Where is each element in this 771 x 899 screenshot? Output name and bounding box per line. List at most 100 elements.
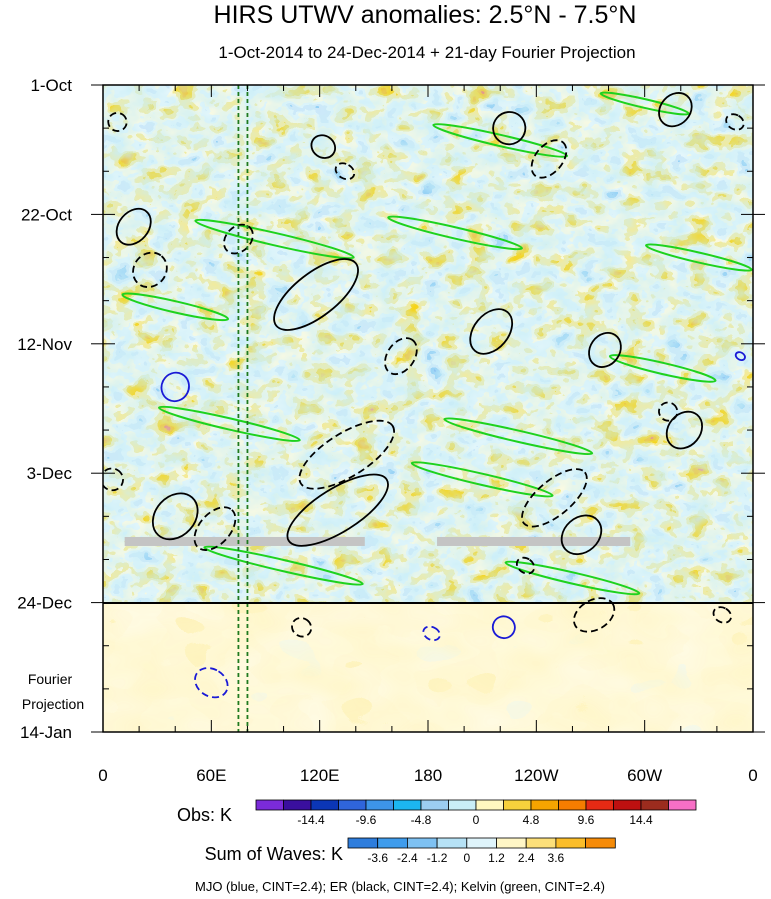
er-contour xyxy=(115,207,152,246)
er-contour xyxy=(103,467,124,492)
er-contour xyxy=(515,556,536,575)
kelvin-contour xyxy=(432,123,569,158)
colorbar-box xyxy=(503,799,532,811)
er-contour xyxy=(334,162,356,181)
er-contour xyxy=(273,258,359,331)
colorbar-box xyxy=(530,799,559,811)
colorbar-label: -14.4 xyxy=(297,813,325,827)
colorbar-box xyxy=(640,799,669,811)
x-tick-label: 0 xyxy=(748,766,757,785)
chart-subtitle: 1-Oct-2014 to 24-Dec-2014 + 21-day Fouri… xyxy=(218,43,635,62)
colorbar-box xyxy=(585,837,616,849)
er-contour xyxy=(286,473,389,547)
missing-data-band xyxy=(437,536,631,546)
mjo-contour xyxy=(160,371,190,403)
mjo-contour xyxy=(422,625,441,642)
colorbar-box xyxy=(393,799,422,811)
contour-caption: MJO (blue, CINT=2.4); ER (black, CINT=2.… xyxy=(195,879,605,894)
colorbar-label: 4.8 xyxy=(523,813,540,827)
kelvin-contour xyxy=(504,560,641,596)
kelvin-contour xyxy=(203,545,364,586)
er-contour xyxy=(658,92,693,128)
kelvin-contour xyxy=(387,215,523,251)
colorbar-box xyxy=(585,799,614,811)
colorbar-box xyxy=(436,837,468,849)
kelvin-contour xyxy=(443,417,594,456)
colorbar-label: 3.6 xyxy=(548,851,565,865)
er-contour xyxy=(298,419,395,490)
waves-colorbar: -3.6 -2.4 -1.2 0 1.2 2.4 3.6 xyxy=(347,837,616,865)
mjo-contour xyxy=(491,615,516,640)
colorbar-box xyxy=(255,799,284,811)
chart-title: HIRS UTWV anomalies: 2.5°N - 7.5°N xyxy=(214,1,637,29)
y-tick-label: 12-Nov xyxy=(17,335,72,354)
colorbar-label: -4.8 xyxy=(411,813,432,827)
y-tick-label: 1-Oct xyxy=(30,76,72,95)
obs-colorbar-label: Obs: K xyxy=(177,805,232,825)
x-axis-labels: 0 60E 120E 180 120W 60W 0 xyxy=(98,766,757,785)
er-contour xyxy=(291,617,313,638)
colorbar-box xyxy=(448,799,477,811)
colorbar-label: -3.6 xyxy=(367,851,388,865)
er-contour xyxy=(107,111,128,132)
er-contour xyxy=(469,308,514,355)
x-tick-label: 120W xyxy=(514,766,558,785)
projection-label-line1: Fourier xyxy=(28,671,73,687)
colorbar-box xyxy=(406,837,438,849)
colorbar-box xyxy=(668,799,697,811)
missing-data-bands xyxy=(124,536,631,546)
kelvin-contour xyxy=(608,354,717,383)
colorbar-label: 9.6 xyxy=(578,813,595,827)
er-contour xyxy=(573,597,616,633)
x-tick-label: 0 xyxy=(98,766,107,785)
kelvin-contour xyxy=(645,243,753,272)
colorbar-label: -9.6 xyxy=(356,813,377,827)
y-tick-label: 22-Oct xyxy=(21,205,72,224)
colorbar-label: 0 xyxy=(463,851,470,865)
y-tick-label: 24-Dec xyxy=(17,594,72,613)
er-contour xyxy=(492,111,527,146)
colorbar-box xyxy=(377,837,408,849)
colorbar-box xyxy=(475,799,504,811)
er-contour xyxy=(310,134,337,159)
x-tick-label: 60W xyxy=(627,766,662,785)
colorbar-label: -2.4 xyxy=(397,851,418,865)
er-contour xyxy=(132,251,168,289)
obs-colorbar: -14.4 -9.6 -4.8 0 4.8 9.6 14.4 xyxy=(255,799,697,827)
colorbar-box xyxy=(365,799,394,811)
colorbar-box xyxy=(338,799,367,811)
kelvin-contour xyxy=(410,461,554,498)
colorbar-box xyxy=(555,837,587,849)
x-tick-label: 60E xyxy=(196,766,226,785)
er-contour xyxy=(712,606,732,624)
x-tick-label: 120E xyxy=(300,766,340,785)
colorbar-box xyxy=(347,837,379,849)
colorbar-box xyxy=(283,799,312,811)
colorbar-box xyxy=(525,837,557,849)
axis-ticks xyxy=(91,84,765,733)
kelvin-contour xyxy=(158,405,301,443)
colorbar-box xyxy=(613,799,642,811)
fourier-projection-field xyxy=(103,603,753,732)
colorbar-label: 2.4 xyxy=(518,851,535,865)
er-contour xyxy=(588,332,622,368)
er-contour xyxy=(665,410,703,450)
colorbar-box xyxy=(310,799,339,811)
colorbar-box xyxy=(558,799,587,811)
y-axis-labels: 1-Oct 22-Oct 12-Nov 3-Dec 24-Dec 14-Jan xyxy=(17,76,72,742)
colorbar-label: 0 xyxy=(473,813,480,827)
observed-anomaly-field xyxy=(103,85,753,603)
waves-colorbar-label: Sum of Waves: K xyxy=(205,844,343,864)
er-contour xyxy=(193,506,237,551)
missing-data-band xyxy=(124,536,365,546)
colorbar-label: -1.2 xyxy=(427,851,448,865)
colorbar-label: 1.2 xyxy=(488,851,505,865)
er-contour xyxy=(560,514,603,556)
er-contour xyxy=(530,139,568,179)
colorbar-box xyxy=(496,837,527,849)
wave-contours xyxy=(103,91,753,699)
colorbar-box xyxy=(466,837,497,849)
er-contour xyxy=(384,337,418,376)
colorbar-label: 14.4 xyxy=(629,813,653,827)
